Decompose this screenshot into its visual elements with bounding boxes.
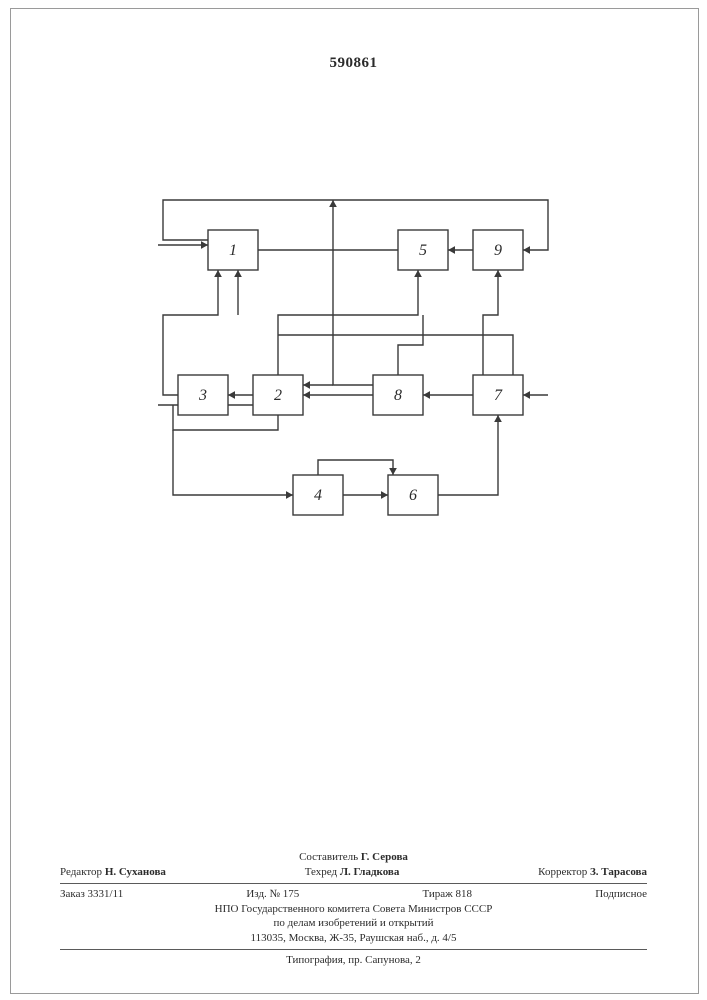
block-2: 2 — [253, 375, 303, 415]
edge-7-to-2-bus — [278, 335, 513, 375]
block-diagram: 1 2 3 4 5 6 7 8 9 — [118, 170, 598, 580]
edge-8-to-2-top — [303, 391, 373, 399]
edge-ext-to-7-right — [523, 391, 548, 399]
footer-rule-2 — [60, 949, 647, 950]
block-5: 5 — [398, 230, 448, 270]
edge-ext-in-1 — [158, 241, 208, 249]
corrector-name: З. Тарасова — [590, 866, 647, 878]
edge-4-to-6-top — [318, 460, 397, 475]
block-9: 9 — [473, 230, 523, 270]
block-6: 6 — [388, 475, 438, 515]
compiler-name: Г. Серова — [361, 851, 408, 863]
editor-name: Н. Суханова — [105, 866, 166, 878]
svg-text:1: 1 — [229, 242, 237, 259]
svg-text:2: 2 — [274, 387, 282, 404]
edge-2-to-3 — [228, 391, 253, 399]
svg-text:8: 8 — [394, 387, 402, 404]
edge-7-to-9 — [483, 270, 502, 375]
org-line-1: НПО Государственного комитета Совета Мин… — [60, 902, 647, 917]
edge-9-to-5 — [448, 246, 473, 254]
org-addr: 113035, Москва, Ж-35, Раушская наб., д. … — [60, 931, 647, 946]
block-3: 3 — [178, 375, 228, 415]
edge-bus-to-4 — [173, 430, 293, 499]
svg-text:4: 4 — [314, 487, 322, 504]
teched-label: Техред — [305, 866, 337, 878]
sign: Подписное — [595, 887, 647, 902]
edge-4-to-6 — [343, 491, 388, 499]
order-no: Заказ 3331/11 — [60, 887, 123, 902]
document-number: 590861 — [0, 55, 707, 72]
edge-8-up — [398, 315, 423, 375]
block-8: 8 — [373, 375, 423, 415]
izd-no: Изд. № 175 — [246, 887, 299, 902]
compiler-label: Составитель — [299, 851, 358, 863]
corrector-label: Корректор — [538, 866, 587, 878]
block-7: 7 — [473, 375, 523, 415]
edge-2-to-5 — [278, 270, 422, 375]
edge-7-to-8 — [423, 391, 473, 399]
block-1: 1 — [208, 230, 258, 270]
footer-rule-1 — [60, 883, 647, 884]
svg-text:6: 6 — [409, 487, 417, 504]
svg-text:7: 7 — [494, 387, 503, 404]
editor-label: Редактор — [60, 866, 102, 878]
org-line-2: по делам изобретений и открытий — [60, 916, 647, 931]
svg-text:5: 5 — [419, 242, 427, 259]
edge-vert-bus-to-2 — [303, 381, 333, 389]
svg-text:3: 3 — [198, 387, 207, 404]
edge-6-to-7 — [438, 415, 502, 495]
tirazh: Тираж 818 — [422, 887, 472, 902]
block-4: 4 — [293, 475, 343, 515]
typography: Типография, пр. Сапунова, 2 — [60, 953, 647, 968]
imprint-footer: Составитель Г. Серова Редактор Н. Сухано… — [60, 850, 647, 968]
edge-1-out-up — [258, 200, 337, 250]
teched-name: Л. Гладкова — [340, 866, 400, 878]
edge-bus-to-1b — [234, 270, 242, 315]
edge-8-to-vert-bus — [333, 250, 373, 385]
svg-text:9: 9 — [494, 242, 502, 259]
